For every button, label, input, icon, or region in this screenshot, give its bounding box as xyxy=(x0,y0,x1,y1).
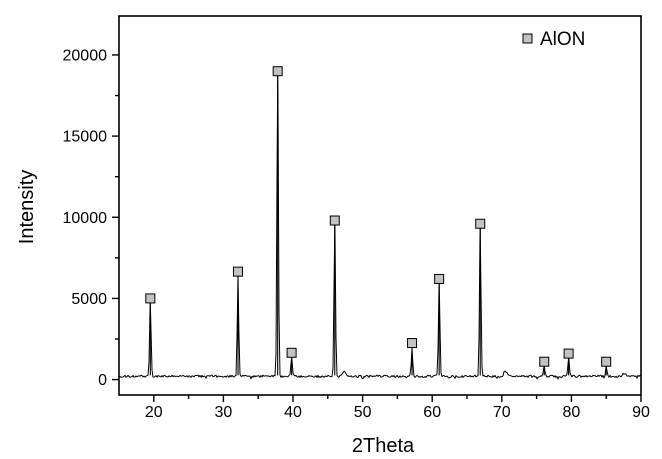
axis-tick-labels: 20 30 40 50 60 70 80 90 0 5000 10000 15000 20000 xyxy=(63,47,651,421)
svg-text:40: 40 xyxy=(284,404,302,421)
svg-text:70: 70 xyxy=(493,404,511,421)
peak-markers xyxy=(145,66,612,367)
axis-ticks xyxy=(112,54,642,402)
svg-text:5000: 5000 xyxy=(71,291,107,308)
y-axis-title: Intensity xyxy=(16,170,38,244)
svg-text:15000: 15000 xyxy=(63,129,108,146)
svg-text:90: 90 xyxy=(632,404,650,421)
x-axis-title: 2Theta xyxy=(352,435,415,457)
svg-text:20000: 20000 xyxy=(63,47,108,64)
legend-label: AlON xyxy=(540,29,585,50)
legend: AlON xyxy=(522,29,585,50)
xrd-curve xyxy=(118,75,642,380)
svg-text:30: 30 xyxy=(215,404,233,421)
svg-text:50: 50 xyxy=(354,404,372,421)
svg-text:0: 0 xyxy=(98,372,107,389)
plot-frame xyxy=(118,15,642,396)
peak-drop-lines xyxy=(149,71,607,376)
svg-text:60: 60 xyxy=(423,404,441,421)
svg-text:20: 20 xyxy=(145,404,163,421)
svg-text:80: 80 xyxy=(563,404,581,421)
legend-square-marker-icon xyxy=(522,33,533,44)
svg-text:10000: 10000 xyxy=(63,210,108,227)
